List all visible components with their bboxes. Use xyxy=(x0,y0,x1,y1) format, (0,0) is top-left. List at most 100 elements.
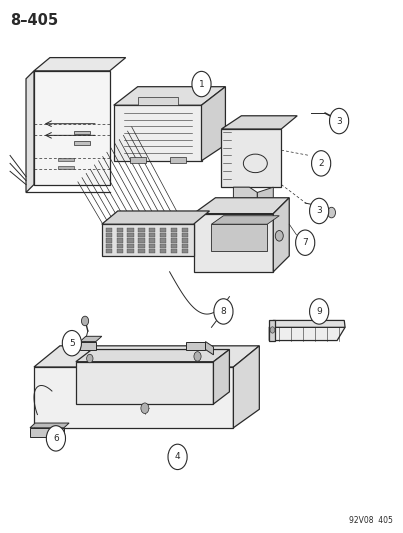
Polygon shape xyxy=(193,214,273,272)
Bar xyxy=(171,244,177,248)
Polygon shape xyxy=(76,350,229,362)
Polygon shape xyxy=(30,428,64,437)
Bar xyxy=(138,249,145,253)
Bar xyxy=(171,228,177,232)
Polygon shape xyxy=(114,105,202,161)
Text: 6: 6 xyxy=(53,434,59,443)
Polygon shape xyxy=(76,362,214,404)
Text: 8–405: 8–405 xyxy=(10,13,58,28)
Bar xyxy=(127,228,134,232)
Bar xyxy=(116,244,123,248)
Circle shape xyxy=(275,231,283,241)
Circle shape xyxy=(312,151,331,176)
Bar xyxy=(138,244,145,248)
Polygon shape xyxy=(34,367,233,428)
Polygon shape xyxy=(202,87,225,161)
Circle shape xyxy=(81,316,89,326)
Polygon shape xyxy=(58,166,74,168)
Bar xyxy=(106,244,112,248)
Bar xyxy=(182,233,188,237)
Polygon shape xyxy=(185,342,206,350)
Circle shape xyxy=(328,207,336,218)
Circle shape xyxy=(310,198,329,224)
Bar xyxy=(138,238,145,243)
Bar xyxy=(182,228,188,232)
Circle shape xyxy=(168,444,187,470)
Circle shape xyxy=(192,71,211,97)
Bar xyxy=(171,233,177,237)
Bar xyxy=(106,233,112,237)
Polygon shape xyxy=(74,141,90,145)
Polygon shape xyxy=(233,346,260,428)
Text: 92V08  405: 92V08 405 xyxy=(349,515,393,524)
Circle shape xyxy=(330,108,349,134)
Polygon shape xyxy=(102,224,193,256)
Circle shape xyxy=(296,230,315,255)
Text: 2: 2 xyxy=(318,159,324,168)
Bar xyxy=(149,233,156,237)
Bar xyxy=(149,228,156,232)
Bar xyxy=(138,228,145,232)
Text: 5: 5 xyxy=(69,338,75,348)
Polygon shape xyxy=(212,216,279,224)
Bar xyxy=(127,238,134,243)
Bar xyxy=(127,249,134,253)
Polygon shape xyxy=(114,87,225,105)
Bar xyxy=(149,244,156,248)
Polygon shape xyxy=(206,342,214,355)
Polygon shape xyxy=(130,157,145,164)
Bar xyxy=(116,228,123,232)
Bar xyxy=(182,238,188,243)
Bar xyxy=(127,244,134,248)
Bar xyxy=(106,249,112,253)
Polygon shape xyxy=(193,198,289,214)
Polygon shape xyxy=(26,71,34,192)
Bar xyxy=(160,233,166,237)
Circle shape xyxy=(214,299,233,324)
Polygon shape xyxy=(34,71,110,184)
Text: 9: 9 xyxy=(316,307,322,316)
Polygon shape xyxy=(102,211,210,224)
Polygon shape xyxy=(269,327,345,341)
Text: 4: 4 xyxy=(175,453,181,462)
Text: 3: 3 xyxy=(316,206,322,215)
Polygon shape xyxy=(269,320,345,327)
Bar xyxy=(171,238,177,243)
Polygon shape xyxy=(34,58,126,71)
Bar xyxy=(116,238,123,243)
Polygon shape xyxy=(58,158,74,161)
Polygon shape xyxy=(212,224,267,251)
Circle shape xyxy=(62,330,81,356)
Bar xyxy=(149,249,156,253)
Polygon shape xyxy=(221,129,281,187)
Polygon shape xyxy=(233,187,258,204)
Bar xyxy=(182,249,188,253)
Polygon shape xyxy=(34,346,260,367)
Bar xyxy=(171,249,177,253)
Text: 7: 7 xyxy=(302,238,308,247)
Circle shape xyxy=(46,426,66,451)
Text: 3: 3 xyxy=(336,117,342,126)
Bar xyxy=(149,238,156,243)
Circle shape xyxy=(332,114,340,124)
Polygon shape xyxy=(258,187,273,204)
Bar xyxy=(127,233,134,237)
Polygon shape xyxy=(273,198,289,272)
Bar xyxy=(182,244,188,248)
Polygon shape xyxy=(30,423,69,428)
Circle shape xyxy=(87,354,93,363)
Bar xyxy=(160,228,166,232)
Circle shape xyxy=(194,352,201,361)
Polygon shape xyxy=(214,350,229,404)
Circle shape xyxy=(270,327,275,333)
Polygon shape xyxy=(138,98,178,105)
Bar xyxy=(106,228,112,232)
Polygon shape xyxy=(269,320,275,341)
Bar xyxy=(106,238,112,243)
Bar xyxy=(116,233,123,237)
Bar xyxy=(116,249,123,253)
Circle shape xyxy=(310,299,329,324)
Circle shape xyxy=(141,403,149,414)
Polygon shape xyxy=(170,157,185,164)
Bar xyxy=(160,249,166,253)
